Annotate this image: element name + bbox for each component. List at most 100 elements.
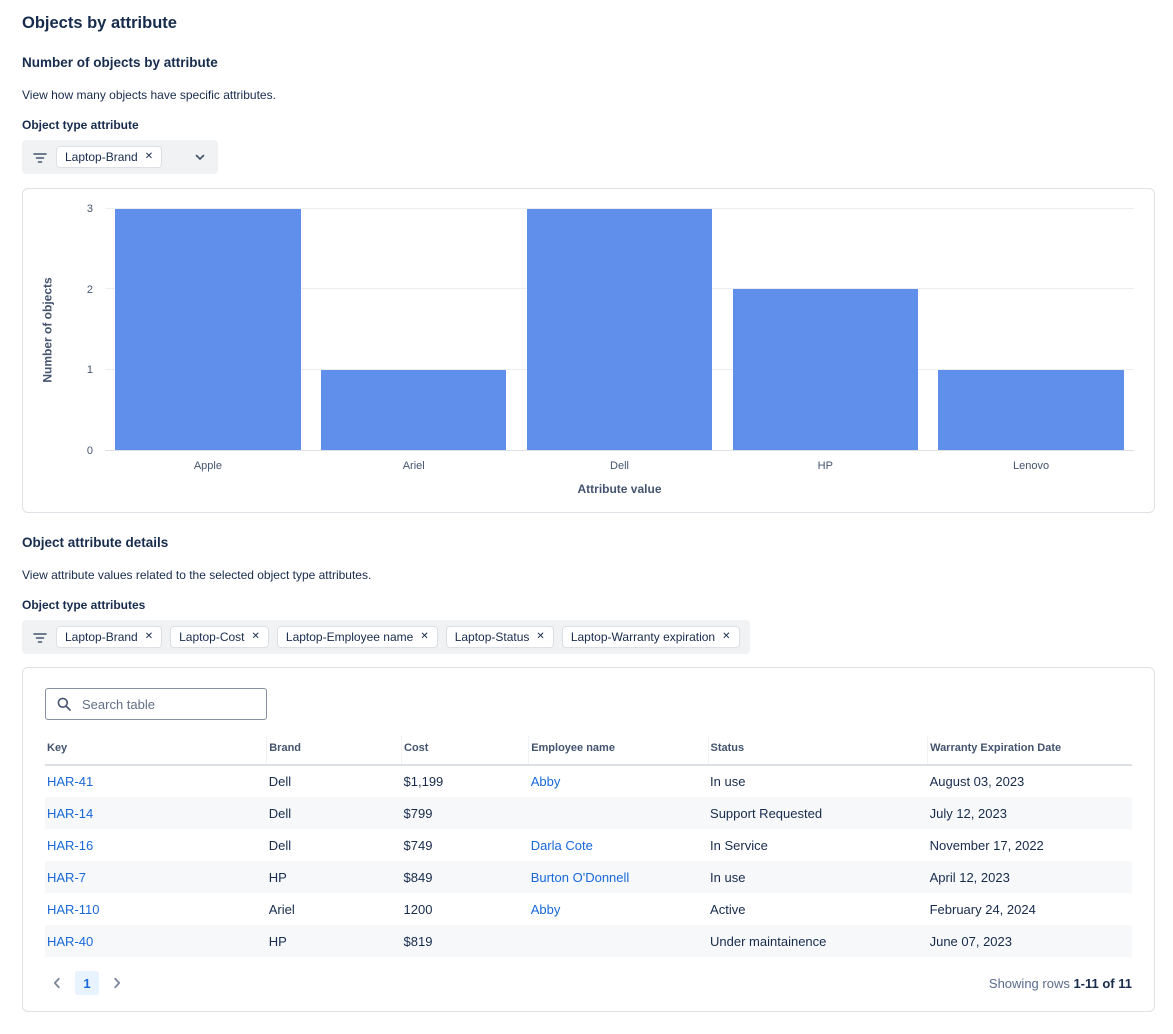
x-tick-label: Dell (610, 460, 629, 472)
employee-link[interactable]: Darla Cote (530, 837, 593, 853)
y-tick-label: 3 (86, 203, 93, 215)
cell-status: In use (710, 774, 746, 789)
y-tick-label: 1 (86, 364, 93, 377)
bar-apple[interactable] (115, 209, 301, 450)
cell-brand: Dell (268, 837, 292, 853)
object-key-link[interactable]: HAR-16 (47, 837, 94, 853)
details-filter-label: Object type attributes (22, 598, 146, 612)
cell-warranty-expiration-date: February 24, 2024 (929, 901, 1036, 917)
object-type-attributes-filter[interactable]: Laptop-Brand ✕ Laptop-Cost ✕ Laptop-Employee… (22, 620, 750, 654)
bar-slot (928, 209, 1134, 450)
gridline (105, 208, 1134, 209)
filter-icon (32, 629, 48, 645)
employee-link[interactable]: Abby (530, 774, 561, 789)
remove-tag-icon[interactable]: ✕ (144, 151, 154, 162)
filter-icon (32, 149, 48, 165)
bar-slot (311, 209, 517, 450)
filter-tag-label: Laptop-Warranty expiration (570, 630, 716, 644)
cell-employee-name: Abby (529, 765, 708, 797)
filter-tag-label: Laptop-Cost (179, 630, 245, 644)
details-filter-tags: Laptop-Brand ✕ Laptop-Cost ✕ Laptop-Employee… (56, 626, 740, 648)
cell-brand: Ariel (268, 901, 295, 917)
page-title: Objects by attribute (22, 14, 177, 32)
cell-status: In Service (710, 837, 768, 853)
cell-brand: HP (268, 869, 287, 885)
cell-warranty-expiration-date: July 12, 2023 (929, 805, 1007, 821)
object-type-attribute-filter[interactable]: Laptop-Brand ✕ (22, 140, 218, 174)
cell-brand: Dell (268, 805, 292, 821)
object-key-link[interactable]: HAR-41 (47, 774, 94, 789)
remove-tag-icon[interactable]: ✕ (251, 631, 260, 642)
bar-chart: Number of objects 0 1 2 3 Apple Ariel Dell HP L… (37, 203, 1134, 496)
chart-plot-area (105, 208, 1134, 451)
remove-tag-icon[interactable]: ✕ (144, 631, 154, 642)
x-tick-label: Apple (193, 460, 222, 472)
column-header-warranty-expiration-date: Warranty Expiration Date (927, 736, 1132, 766)
cell-cost: $849 (403, 869, 433, 885)
cell-brand: Dell (268, 774, 292, 789)
object-key-link[interactable]: HAR-110 (47, 901, 100, 917)
employee-link[interactable]: Burton O'Donnell (530, 869, 630, 885)
next-page-button[interactable] (105, 971, 129, 995)
cell-warranty-expiration-date: August 03, 2023 (929, 774, 1025, 789)
filter-tag-label: Laptop-Employee name (285, 630, 414, 644)
object-key-link[interactable]: HAR-7 (47, 869, 87, 885)
cell-cost: $819 (403, 933, 433, 949)
objects-by-attribute-page: Objects by attribute Number of objects b… (22, 14, 1155, 1012)
filter-tag: Laptop-Employee name ✕ (276, 626, 438, 648)
details-section-description: View attribute values related to the sel… (22, 568, 372, 582)
cell-employee-name: Abby (529, 893, 708, 925)
chart-bars (105, 209, 1134, 450)
bar-lenovo[interactable] (938, 369, 1124, 450)
rows-summary-prefix: Showing rows (988, 975, 1074, 991)
bar-slot (517, 209, 723, 450)
filter-tag: Laptop-Cost ✕ (170, 626, 269, 648)
search-icon (56, 696, 72, 712)
cell-cost: 1200 (403, 901, 433, 917)
search-input[interactable] (80, 695, 260, 713)
object-key-link[interactable]: HAR-14 (47, 805, 94, 821)
filter-tag: Laptop-Brand ✕ (56, 626, 163, 648)
y-tick-label: 2 (86, 283, 93, 296)
cell-status: In use (710, 869, 746, 885)
filter-tag-label: Laptop-Brand (65, 150, 138, 164)
column-header-status: Status (708, 736, 929, 766)
bar-dell[interactable] (526, 209, 713, 450)
details-section-heading: Object attribute details (22, 535, 169, 550)
chevron-down-icon[interactable] (192, 149, 208, 165)
cell-employee-name (529, 797, 708, 829)
previous-page-button[interactable] (45, 971, 69, 995)
object-key-link[interactable]: HAR-40 (47, 933, 94, 949)
bar-hp[interactable] (732, 289, 918, 450)
cell-brand: HP (268, 933, 287, 949)
remove-tag-icon[interactable]: ✕ (420, 631, 429, 642)
cell-warranty-expiration-date: November 17, 2022 (929, 837, 1044, 853)
bar-ariel[interactable] (321, 369, 507, 450)
bar-chart-card: Number of objects 0 1 2 3 Apple Ariel Dell HP L… (22, 188, 1155, 513)
remove-tag-icon[interactable]: ✕ (722, 631, 731, 642)
employee-link[interactable]: Abby (530, 901, 561, 917)
table-row: HAR-110 Ariel 1200 Abby Active February 24, 2… (45, 893, 1132, 925)
chart-filter-tags: Laptop-Brand ✕ (56, 146, 163, 168)
chart-section-description: View how many objects have specific attr… (22, 88, 276, 102)
table-row: HAR-14 Dell $799 Support Requested July 12, … (45, 797, 1132, 829)
pagination: 1 Showing rows 1-11 of 11 (45, 971, 1132, 995)
cell-employee-name (529, 925, 708, 957)
page-number-current[interactable]: 1 (75, 971, 99, 995)
y-axis-ticks: 0 1 2 3 (59, 203, 105, 457)
x-axis-ticks: Apple Ariel Dell HP Lenovo (105, 460, 1134, 472)
chart-filter-label: Object type attribute (22, 118, 139, 132)
cell-status: Under maintainence (710, 933, 827, 949)
cell-key: HAR-16 (45, 829, 267, 861)
table-body: HAR-41 Dell $1,199 Abby In use August 03, 202… (45, 765, 1132, 957)
x-tick-label: Ariel (402, 460, 425, 472)
remove-tag-icon[interactable]: ✕ (536, 631, 545, 642)
x-axis-title: Attribute value (577, 482, 662, 496)
column-header-employee-name: Employee name (528, 736, 709, 766)
cell-cost: $749 (403, 837, 433, 853)
table-row: HAR-16 Dell $749 Darla Cote In Service Novemb… (45, 829, 1132, 861)
x-tick-label: HP (817, 460, 833, 472)
cell-employee-name: Burton O'Donnell (529, 861, 708, 893)
table-search[interactable] (45, 688, 267, 720)
